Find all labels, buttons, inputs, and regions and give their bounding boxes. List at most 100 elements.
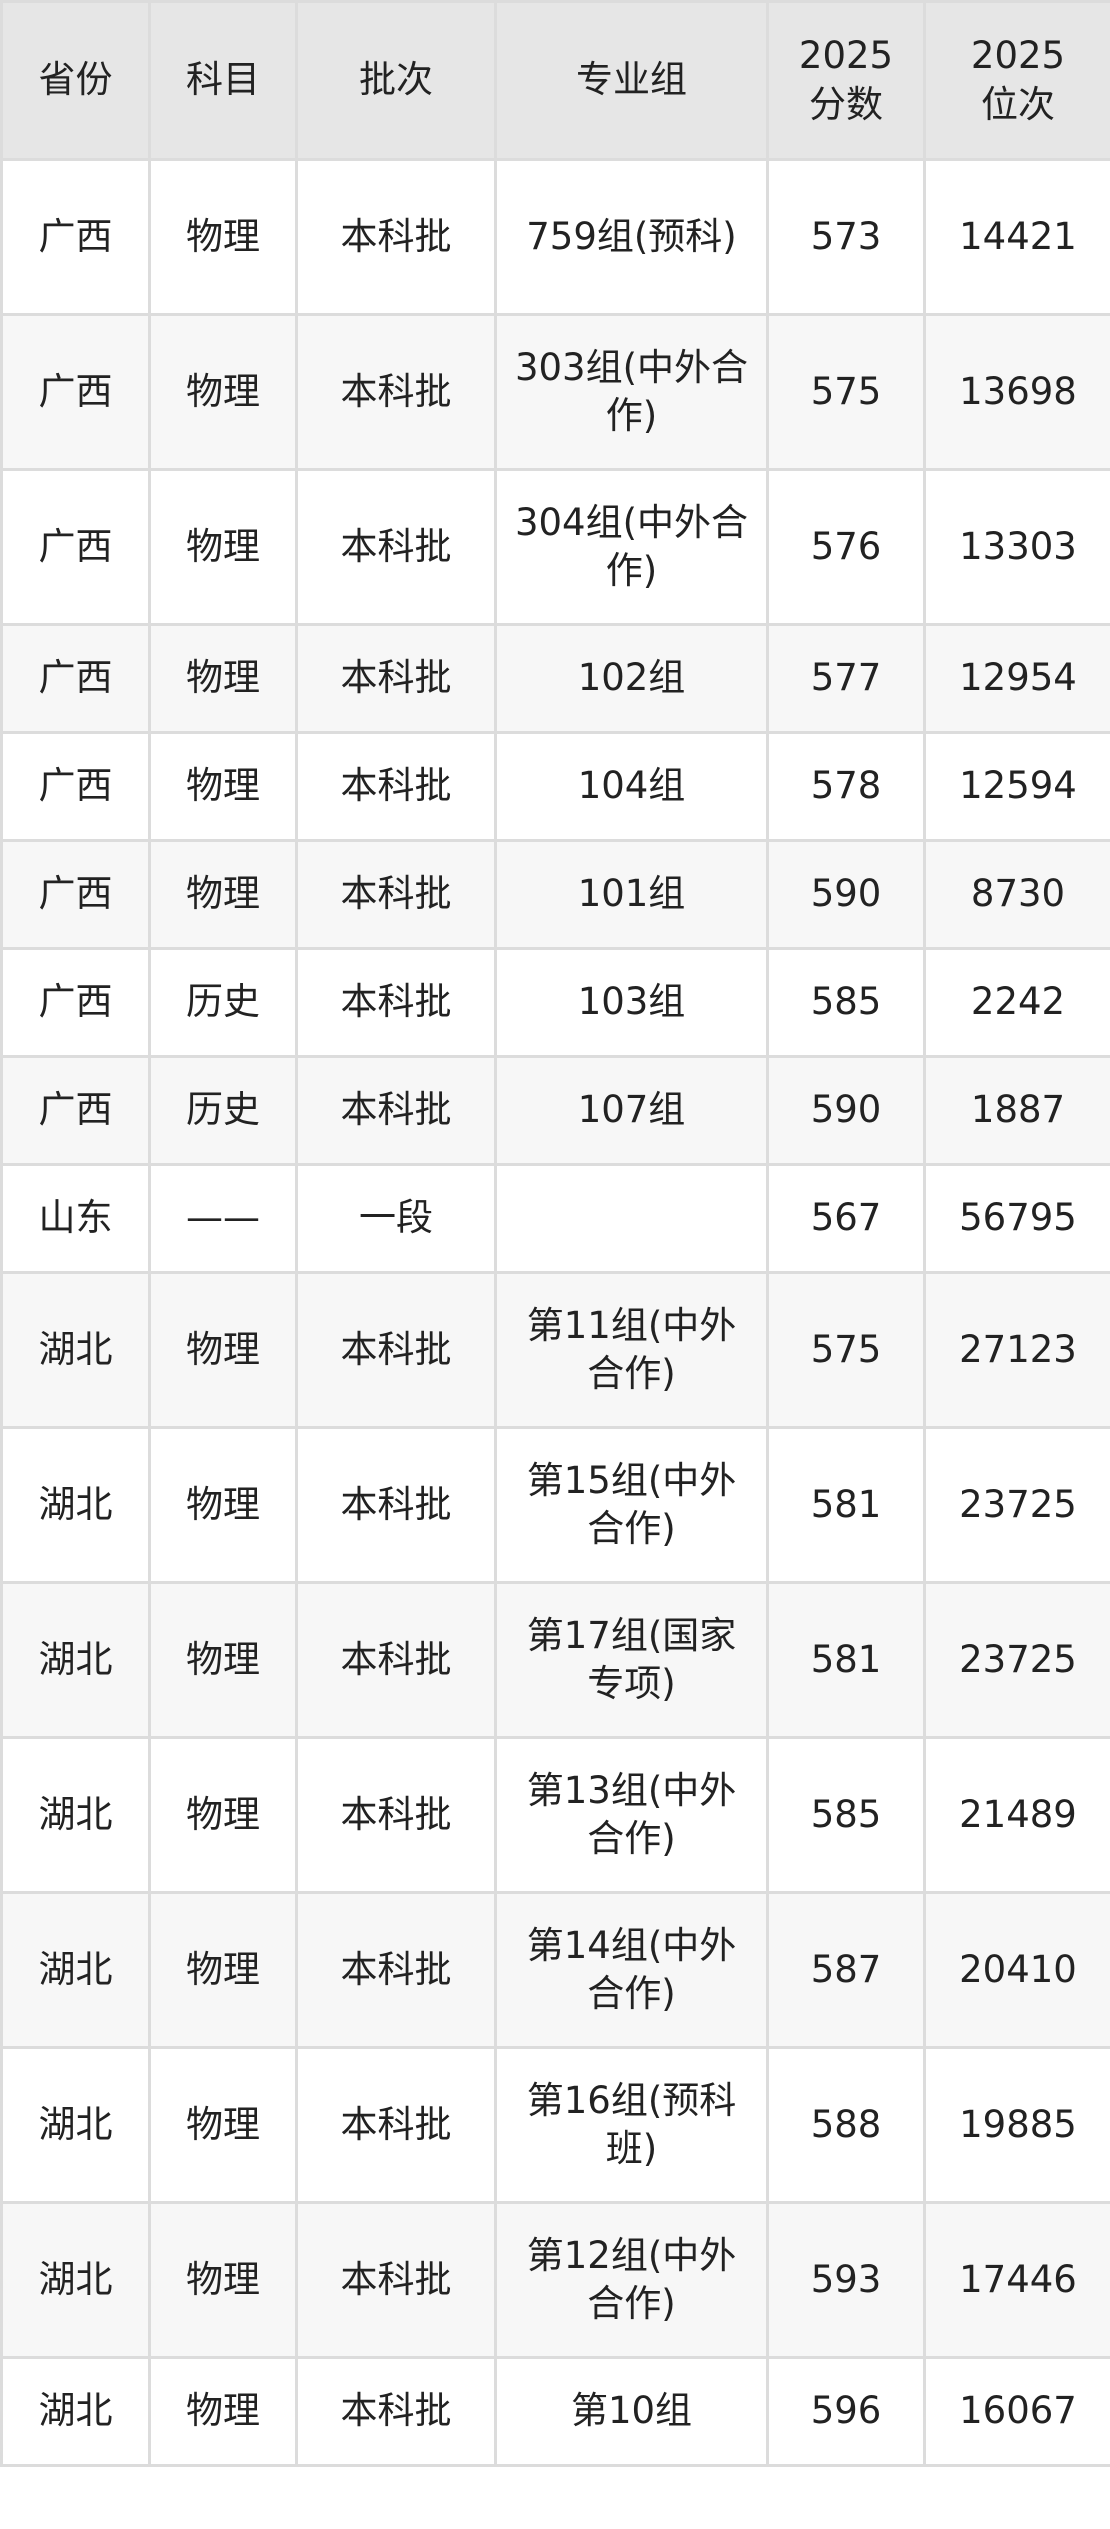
cell-major-group: 第14组(中外合作) (494, 1891, 769, 2049)
table-row: 广西 历史 本科批 107组 590 1887 (0, 1055, 1110, 1166)
cell-province: 广西 (0, 1055, 151, 1166)
table-row: 湖北 物理 本科批 第10组 596 16067 (0, 2356, 1110, 2467)
cell-province: 湖北 (0, 2201, 151, 2359)
cell-subject: 物理 (148, 731, 298, 842)
cell-subject: 物理 (148, 2356, 298, 2467)
cell-subject: 历史 (148, 1055, 298, 1166)
cell-score-2025: 585 (766, 1736, 926, 1894)
table-row: 广西 物理 本科批 303组(中外合作) 575 13698 (0, 313, 1110, 471)
table-row: 湖北 物理 本科批 第14组(中外合作) 587 20410 (0, 1891, 1110, 2049)
cell-score-2025: 573 (766, 158, 926, 316)
cell-province: 湖北 (0, 1891, 151, 2049)
cell-major-group: 第12组(中外合作) (494, 2201, 769, 2359)
cell-province: 湖北 (0, 1426, 151, 1584)
cell-score-2025: 593 (766, 2201, 926, 2359)
cell-score-2025: 575 (766, 1271, 926, 1429)
table-row: 湖北 物理 本科批 第16组(预科班) 588 19885 (0, 2046, 1110, 2204)
cell-province: 湖北 (0, 1271, 151, 1429)
cell-score-2025: 590 (766, 839, 926, 950)
cell-major-group: 104组 (494, 731, 769, 842)
table-row: 湖北 物理 本科批 第12组(中外合作) 593 17446 (0, 2201, 1110, 2359)
table-row: 广西 物理 本科批 101组 590 8730 (0, 839, 1110, 950)
cell-subject: 物理 (148, 158, 298, 316)
cell-rank-2025: 8730 (923, 839, 1110, 950)
cell-score-2025: 567 (766, 1163, 926, 1274)
cell-rank-2025: 23725 (923, 1426, 1110, 1584)
cell-rank-2025: 1887 (923, 1055, 1110, 1166)
cell-subject: 物理 (148, 623, 298, 734)
cell-batch: 本科批 (295, 1426, 497, 1584)
cell-rank-2025: 12594 (923, 731, 1110, 842)
cell-province: 山东 (0, 1163, 151, 1274)
cell-major-group: 第17组(国家专项) (494, 1581, 769, 1739)
cell-province: 广西 (0, 468, 151, 626)
cell-rank-2025: 27123 (923, 1271, 1110, 1429)
header-row: 省份 科目 批次 专业组 2025 分数 2025 位次 (0, 0, 1110, 161)
cell-score-2025: 581 (766, 1426, 926, 1584)
cell-major-group: 第10组 (494, 2356, 769, 2467)
cell-rank-2025: 56795 (923, 1163, 1110, 1274)
header-major-group: 专业组 (494, 0, 769, 161)
cell-batch: 本科批 (295, 1581, 497, 1739)
cell-rank-2025: 20410 (923, 1891, 1110, 2049)
table-row: 湖北 物理 本科批 第17组(国家专项) 581 23725 (0, 1581, 1110, 1739)
cell-subject: 物理 (148, 313, 298, 471)
cell-province: 广西 (0, 158, 151, 316)
cell-rank-2025: 17446 (923, 2201, 1110, 2359)
cell-province: 广西 (0, 731, 151, 842)
cell-major-group: 第15组(中外合作) (494, 1426, 769, 1584)
cell-subject: 物理 (148, 1426, 298, 1584)
cell-rank-2025: 23725 (923, 1581, 1110, 1739)
table-row: 湖北 物理 本科批 第11组(中外合作) 575 27123 (0, 1271, 1110, 1429)
cell-score-2025: 587 (766, 1891, 926, 2049)
cell-score-2025: 581 (766, 1581, 926, 1739)
table-row: 山东 —— 一段 567 56795 (0, 1163, 1110, 1274)
table-row: 广西 物理 本科批 304组(中外合作) 576 13303 (0, 468, 1110, 626)
cell-major-group (494, 1163, 769, 1274)
cell-subject: 物理 (148, 1736, 298, 1894)
cell-batch: 一段 (295, 1163, 497, 1274)
cell-major-group: 第16组(预科班) (494, 2046, 769, 2204)
cell-subject: 物理 (148, 2201, 298, 2359)
cell-rank-2025: 14421 (923, 158, 1110, 316)
table-row: 广西 历史 本科批 103组 585 2242 (0, 947, 1110, 1058)
cell-score-2025: 578 (766, 731, 926, 842)
cell-batch: 本科批 (295, 2201, 497, 2359)
cell-subject: 物理 (148, 1581, 298, 1739)
header-batch: 批次 (295, 0, 497, 161)
cell-rank-2025: 13698 (923, 313, 1110, 471)
cell-score-2025: 585 (766, 947, 926, 1058)
cell-score-2025: 590 (766, 1055, 926, 1166)
cell-rank-2025: 13303 (923, 468, 1110, 626)
cell-province: 湖北 (0, 1581, 151, 1739)
cell-province: 广西 (0, 313, 151, 471)
header-subject: 科目 (148, 0, 298, 161)
cell-rank-2025: 2242 (923, 947, 1110, 1058)
cell-major-group: 103组 (494, 947, 769, 1058)
cell-score-2025: 577 (766, 623, 926, 734)
cell-province: 广西 (0, 947, 151, 1058)
cell-batch: 本科批 (295, 313, 497, 471)
cell-province: 湖北 (0, 2046, 151, 2204)
admission-scores-table: 省份 科目 批次 专业组 2025 分数 2025 位次 广西 物理 本科批 759组(预科) 5… (0, 0, 1110, 2467)
cell-rank-2025: 19885 (923, 2046, 1110, 2204)
cell-major-group: 第11组(中外合作) (494, 1271, 769, 1429)
table-row: 湖北 物理 本科批 第13组(中外合作) 585 21489 (0, 1736, 1110, 1894)
cell-subject: —— (148, 1163, 298, 1274)
cell-subject: 物理 (148, 1271, 298, 1429)
table-row: 湖北 物理 本科批 第15组(中外合作) 581 23725 (0, 1426, 1110, 1584)
cell-major-group: 102组 (494, 623, 769, 734)
table-row: 广西 物理 本科批 759组(预科) 573 14421 (0, 158, 1110, 316)
table-row: 广西 物理 本科批 102组 577 12954 (0, 623, 1110, 734)
cell-major-group: 304组(中外合作) (494, 468, 769, 626)
header-province: 省份 (0, 0, 151, 161)
cell-batch: 本科批 (295, 158, 497, 316)
cell-score-2025: 588 (766, 2046, 926, 2204)
cell-province: 湖北 (0, 1736, 151, 1894)
cell-batch: 本科批 (295, 731, 497, 842)
header-score-2025: 2025 分数 (766, 0, 926, 161)
cell-subject: 历史 (148, 947, 298, 1058)
cell-batch: 本科批 (295, 2046, 497, 2204)
cell-batch: 本科批 (295, 1736, 497, 1894)
table-row: 广西 物理 本科批 104组 578 12594 (0, 731, 1110, 842)
